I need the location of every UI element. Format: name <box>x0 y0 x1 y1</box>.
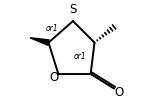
Text: or1: or1 <box>46 24 58 33</box>
Text: O: O <box>114 86 124 99</box>
Text: S: S <box>69 3 77 16</box>
Polygon shape <box>30 38 49 45</box>
Text: or1: or1 <box>74 52 87 61</box>
Text: O: O <box>50 71 59 84</box>
